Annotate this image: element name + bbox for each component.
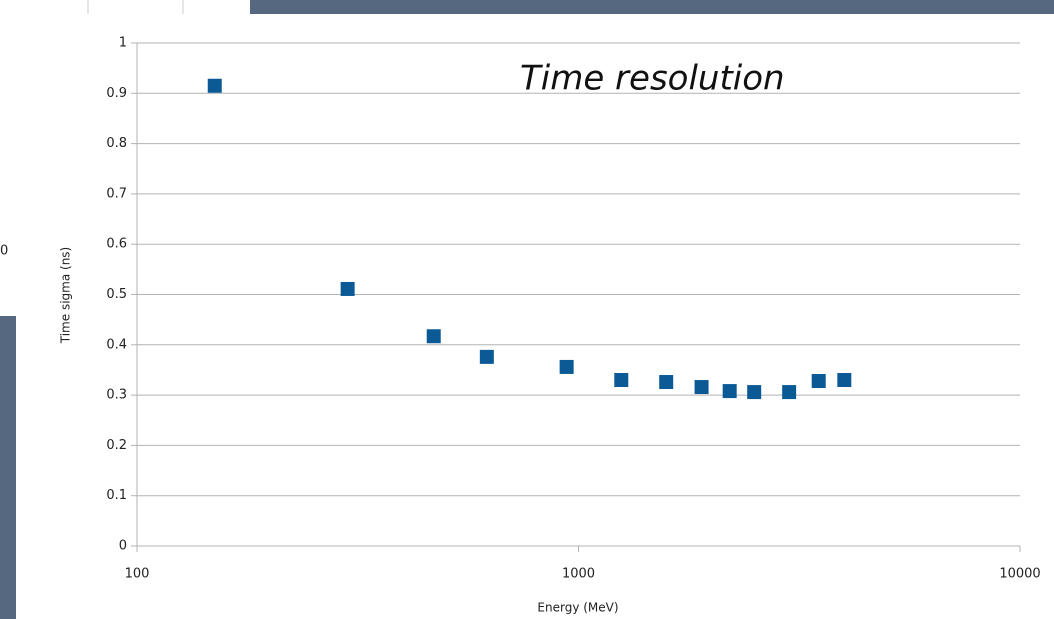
panel bbox=[0, 0, 250, 16]
y-tick-label: 0.9 bbox=[106, 86, 127, 101]
y-tick-label: 0.7 bbox=[106, 186, 127, 201]
x-tick-label: 10000 bbox=[999, 567, 1040, 582]
chart: 0 Time resolution Energy (MeV) Time sigm… bbox=[0, 0, 1054, 619]
y-tick-label: 0.8 bbox=[106, 136, 127, 151]
point bbox=[341, 282, 355, 296]
x-tick-label: 100 bbox=[125, 567, 150, 582]
panel bbox=[0, 0, 16, 316]
point bbox=[614, 373, 628, 387]
point bbox=[837, 373, 851, 387]
y-tick-label: 0.2 bbox=[106, 438, 127, 453]
point bbox=[747, 385, 761, 399]
y-tick-label: 0.1 bbox=[106, 488, 127, 503]
y-tick-label: 0.3 bbox=[106, 388, 127, 403]
y-axis-label: Time sigma (ns) bbox=[59, 247, 73, 344]
point bbox=[560, 360, 574, 374]
chart-title: Time resolution bbox=[520, 59, 785, 99]
point bbox=[480, 350, 494, 364]
point bbox=[812, 374, 826, 388]
point bbox=[695, 380, 709, 394]
point bbox=[427, 329, 441, 343]
point bbox=[208, 79, 222, 93]
point bbox=[782, 385, 796, 399]
point bbox=[659, 375, 673, 389]
panel bbox=[16, 14, 1054, 619]
x-axis-label: Energy (MeV) bbox=[537, 601, 618, 615]
y-tick-label: 1 bbox=[119, 36, 127, 51]
y-tick-label: 0.4 bbox=[106, 337, 127, 352]
fragment-label: 0 bbox=[0, 244, 8, 259]
point bbox=[723, 384, 737, 398]
y-tick-label: 0.5 bbox=[106, 287, 127, 302]
y-tick-label: 0 bbox=[119, 539, 127, 554]
y-tick-label: 0.6 bbox=[106, 237, 127, 252]
x-tick-label: 1000 bbox=[562, 567, 595, 582]
page: 0 Time resolution Energy (MeV) Time sigm… bbox=[0, 0, 1054, 619]
